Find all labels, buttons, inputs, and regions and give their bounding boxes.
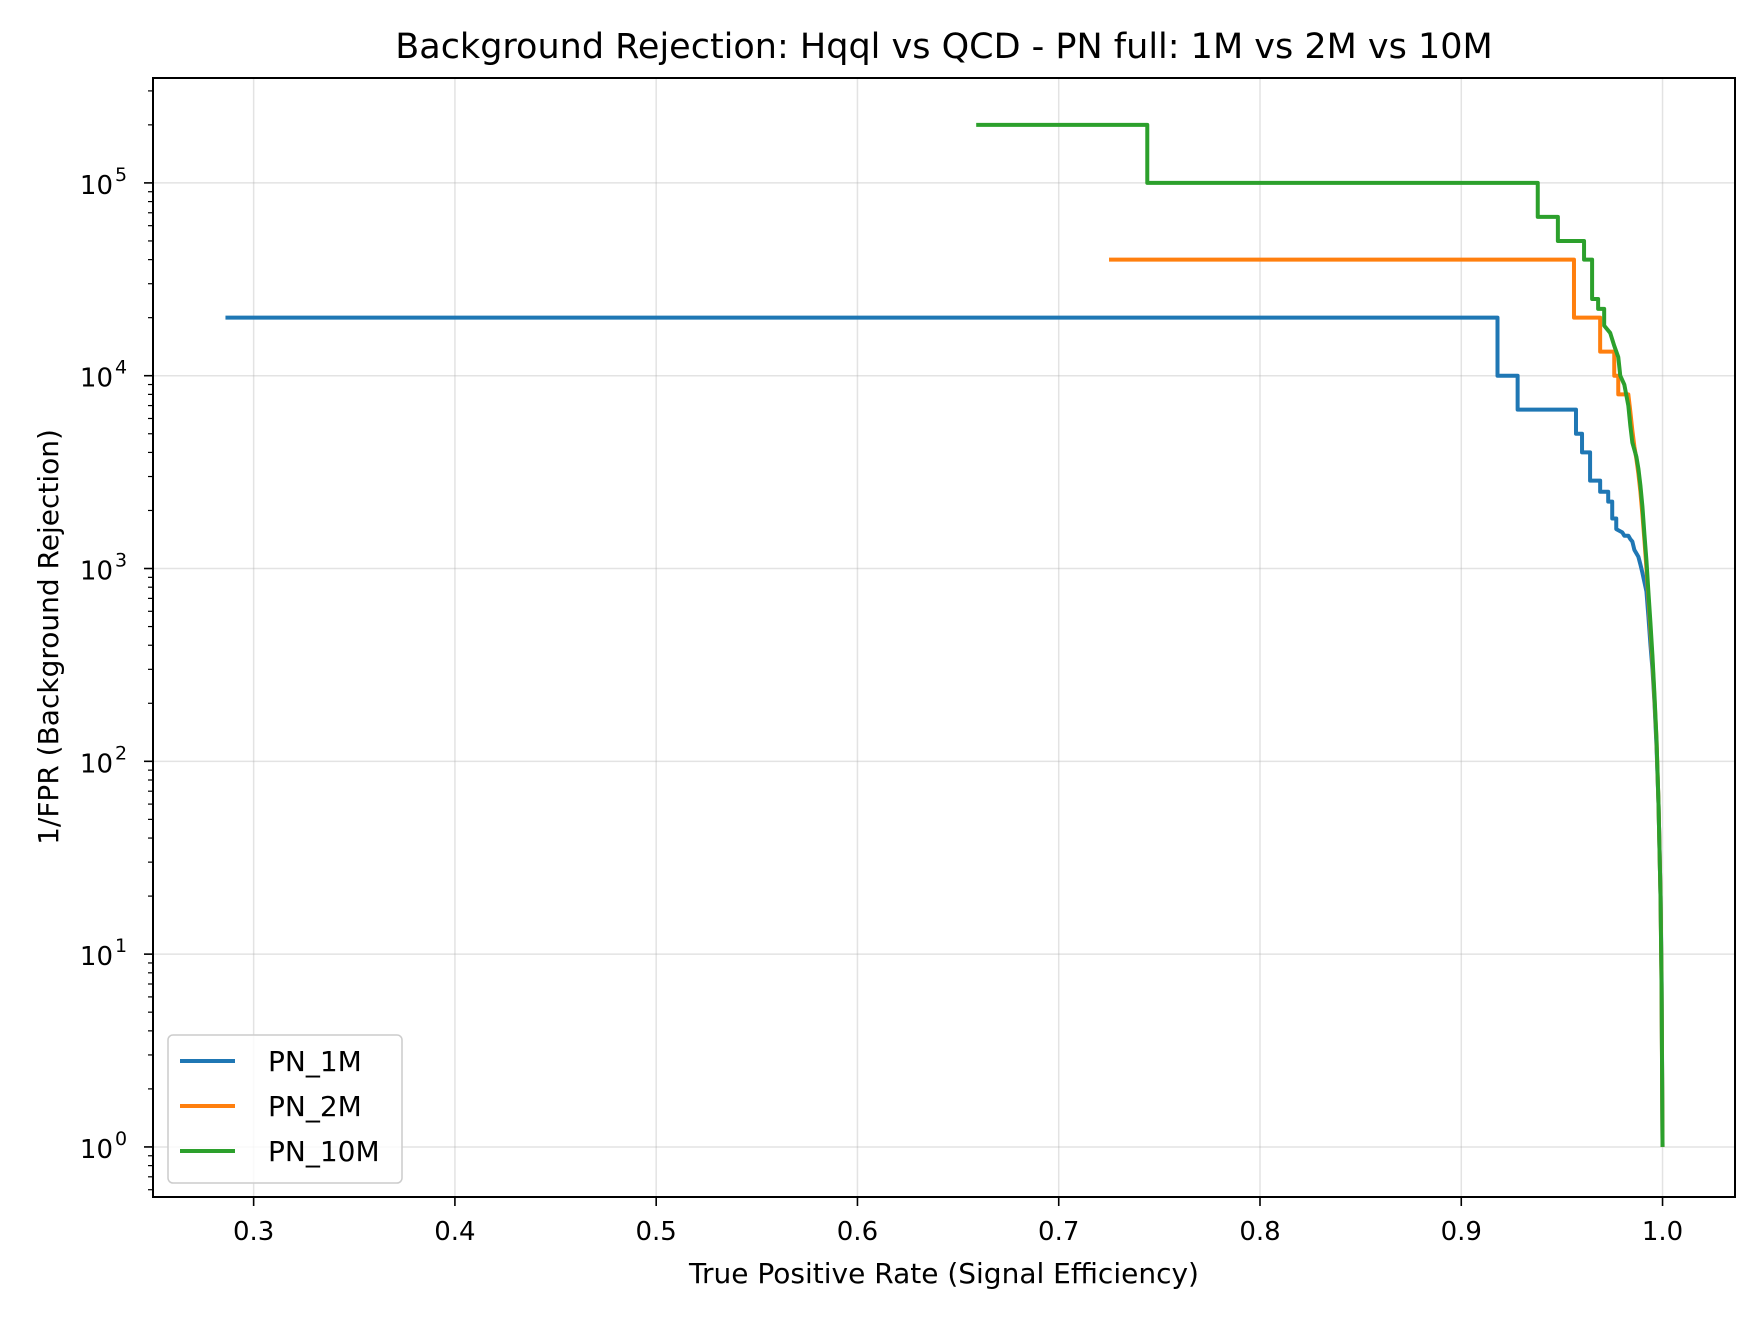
x-tick-label: 0.4 [434,1217,475,1247]
y-tick-exponent: 4 [115,357,127,379]
series-lines [225,122,1665,1147]
chart-title: Background Rejection: Hqql vs QCD - PN f… [395,27,1493,67]
y-tick-label: 10 [80,1135,113,1165]
x-tick-label: 0.8 [1239,1217,1280,1247]
x-tick-label: 0.5 [636,1217,677,1247]
y-tick-exponent: 3 [115,550,127,572]
x-tick-label: 0.3 [233,1217,274,1247]
y-tick-label: 10 [80,364,113,394]
y-tick-exponent: 2 [115,742,127,764]
y-tick-label: 10 [80,749,113,779]
plot-frame [152,77,1736,1198]
legend-label: PN_10M [268,1135,380,1168]
grid-lines [153,78,1735,1197]
x-axis-label: True Positive Rate (Signal Efficiency) [688,1257,1199,1290]
series-line-pn-10m [976,122,1665,1147]
y-tick-exponent: 0 [115,1128,127,1150]
x-tick-label: 0.9 [1441,1217,1482,1247]
legend-label: PN_1M [268,1045,362,1078]
y-tick-exponent: 5 [115,164,127,186]
y-tick-label: 10 [80,171,113,201]
y-tick-exponent: 1 [115,935,127,957]
x-tick-label: 1.0 [1642,1217,1683,1247]
y-tick-label: 10 [80,942,113,972]
y-tick-label: 10 [80,557,113,587]
legend: PN_1M PN_2M PN_10M [167,1034,403,1184]
axis-ticks: 0.3 0.4 0.5 0.6 0.7 0.8 0.9 1.010 010 110 210 310 41… [80,90,1683,1247]
x-tick-label: 0.6 [837,1217,878,1247]
y-axis-label: 1/FPR (Background Rejection) [32,429,65,845]
x-tick-label: 0.7 [1038,1217,1079,1247]
legend-box [167,1034,403,1184]
legend-label: PN_2M [268,1090,362,1123]
